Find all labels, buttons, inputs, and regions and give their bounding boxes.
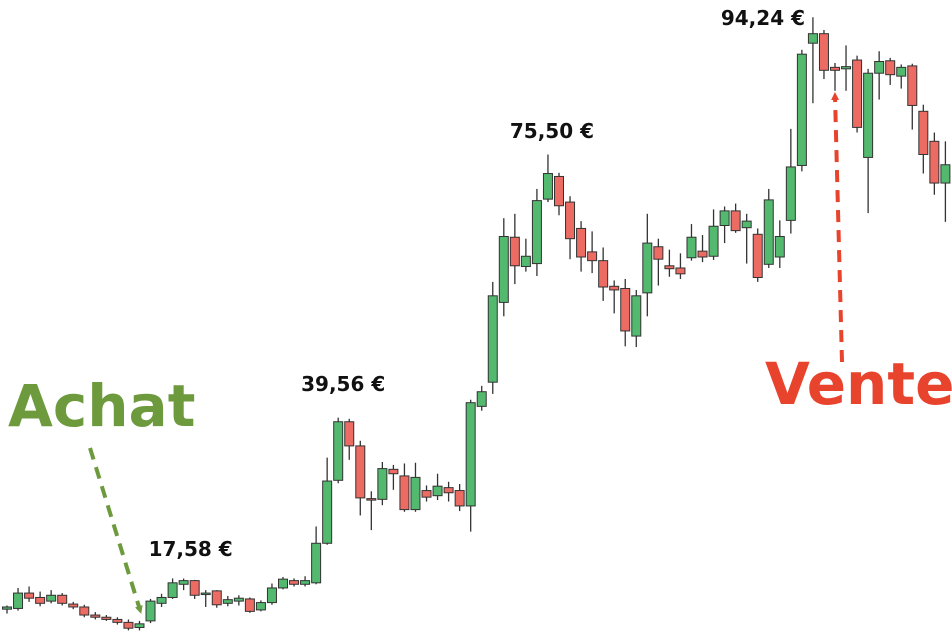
candle-body [244, 598, 255, 612]
candle-body [255, 602, 266, 611]
candle-body [333, 421, 344, 481]
candles [2, 17, 951, 631]
candle-body [443, 487, 454, 494]
candle-body [741, 220, 752, 229]
candle-body [785, 166, 796, 221]
candle-body [2, 606, 12, 610]
annotations: Achat Vente [8, 92, 952, 614]
candle-body [344, 421, 355, 447]
candle-body [542, 173, 553, 200]
candle-body [675, 267, 686, 275]
candle-body [311, 542, 322, 584]
candle-body [830, 66, 840, 71]
candle-body [465, 402, 476, 507]
candle-body [366, 498, 377, 501]
candle-body [752, 233, 763, 278]
sell-label: Vente [765, 350, 952, 418]
candle-body [90, 614, 101, 618]
candle-body [112, 618, 123, 623]
candle-body [13, 592, 24, 609]
candle-body [300, 580, 311, 585]
candle-body [35, 596, 46, 604]
buy-arrow [88, 447, 143, 614]
candle-body [189, 580, 200, 596]
candle-body [410, 476, 421, 511]
candle-body [211, 590, 222, 606]
candle-body [874, 61, 885, 74]
candle-body [266, 587, 277, 604]
candle-body [322, 480, 333, 544]
candle-body [101, 616, 112, 620]
candle-body [454, 490, 465, 507]
candle-body [498, 235, 509, 303]
peak-label: 39,56 € [301, 372, 385, 396]
candle-body [24, 592, 35, 599]
candle-body [620, 287, 631, 332]
candle-body [642, 242, 653, 294]
candle-body [565, 201, 576, 240]
candle-body [763, 199, 774, 265]
candle-body [178, 580, 189, 585]
candle-body [123, 621, 134, 629]
candle-body [807, 33, 818, 44]
candle-body [686, 236, 697, 259]
candle-body [554, 175, 564, 207]
candle-body [907, 65, 918, 106]
candle-body [653, 246, 664, 260]
candle-body [587, 251, 598, 262]
candle-body [421, 490, 432, 498]
candle-body [841, 66, 852, 70]
candle-body [929, 140, 940, 184]
candle-body [156, 596, 167, 604]
candle-body [167, 582, 178, 598]
candle-body [520, 255, 531, 268]
peak-label: 17,58 € [149, 537, 233, 561]
candle-body [388, 468, 399, 475]
candle-body [222, 599, 233, 604]
candle-body [609, 285, 620, 291]
candle-body [487, 295, 498, 383]
candle-body [576, 227, 587, 258]
candle-body [200, 592, 211, 596]
candle-body [730, 210, 741, 232]
candle-body [631, 295, 642, 337]
candle-body [918, 110, 929, 155]
candle-body [289, 580, 300, 585]
candle-body [940, 164, 951, 184]
candle-body [355, 445, 366, 499]
candle-body [68, 603, 79, 608]
candle-body [896, 66, 907, 77]
buy-label: Achat [8, 372, 195, 440]
candle-body [278, 578, 288, 589]
peak-label: 75,50 € [510, 119, 594, 143]
candle-body [57, 594, 68, 604]
candle-body [134, 623, 145, 628]
candle-body [377, 468, 388, 500]
candle-body [719, 210, 730, 227]
candle-body [863, 72, 874, 158]
candle-body [885, 60, 896, 76]
candle-body [509, 236, 520, 267]
candle-body [796, 53, 807, 166]
candle-body [531, 200, 542, 265]
candle-body [476, 391, 487, 407]
candle-body [852, 59, 863, 128]
candle-body [697, 250, 708, 258]
candle-body [598, 260, 609, 288]
candle-body [79, 606, 90, 616]
sell-arrow [831, 92, 844, 363]
candle-body [774, 235, 785, 258]
candle-body [399, 475, 410, 511]
candle-body [708, 225, 719, 257]
candle-body [432, 485, 443, 497]
candle-body [46, 594, 57, 602]
peak-label: 94,24 € [721, 6, 805, 30]
candle-body [145, 600, 156, 622]
candle-body [818, 33, 829, 71]
candle-body [233, 597, 244, 602]
candle-body [664, 265, 675, 270]
